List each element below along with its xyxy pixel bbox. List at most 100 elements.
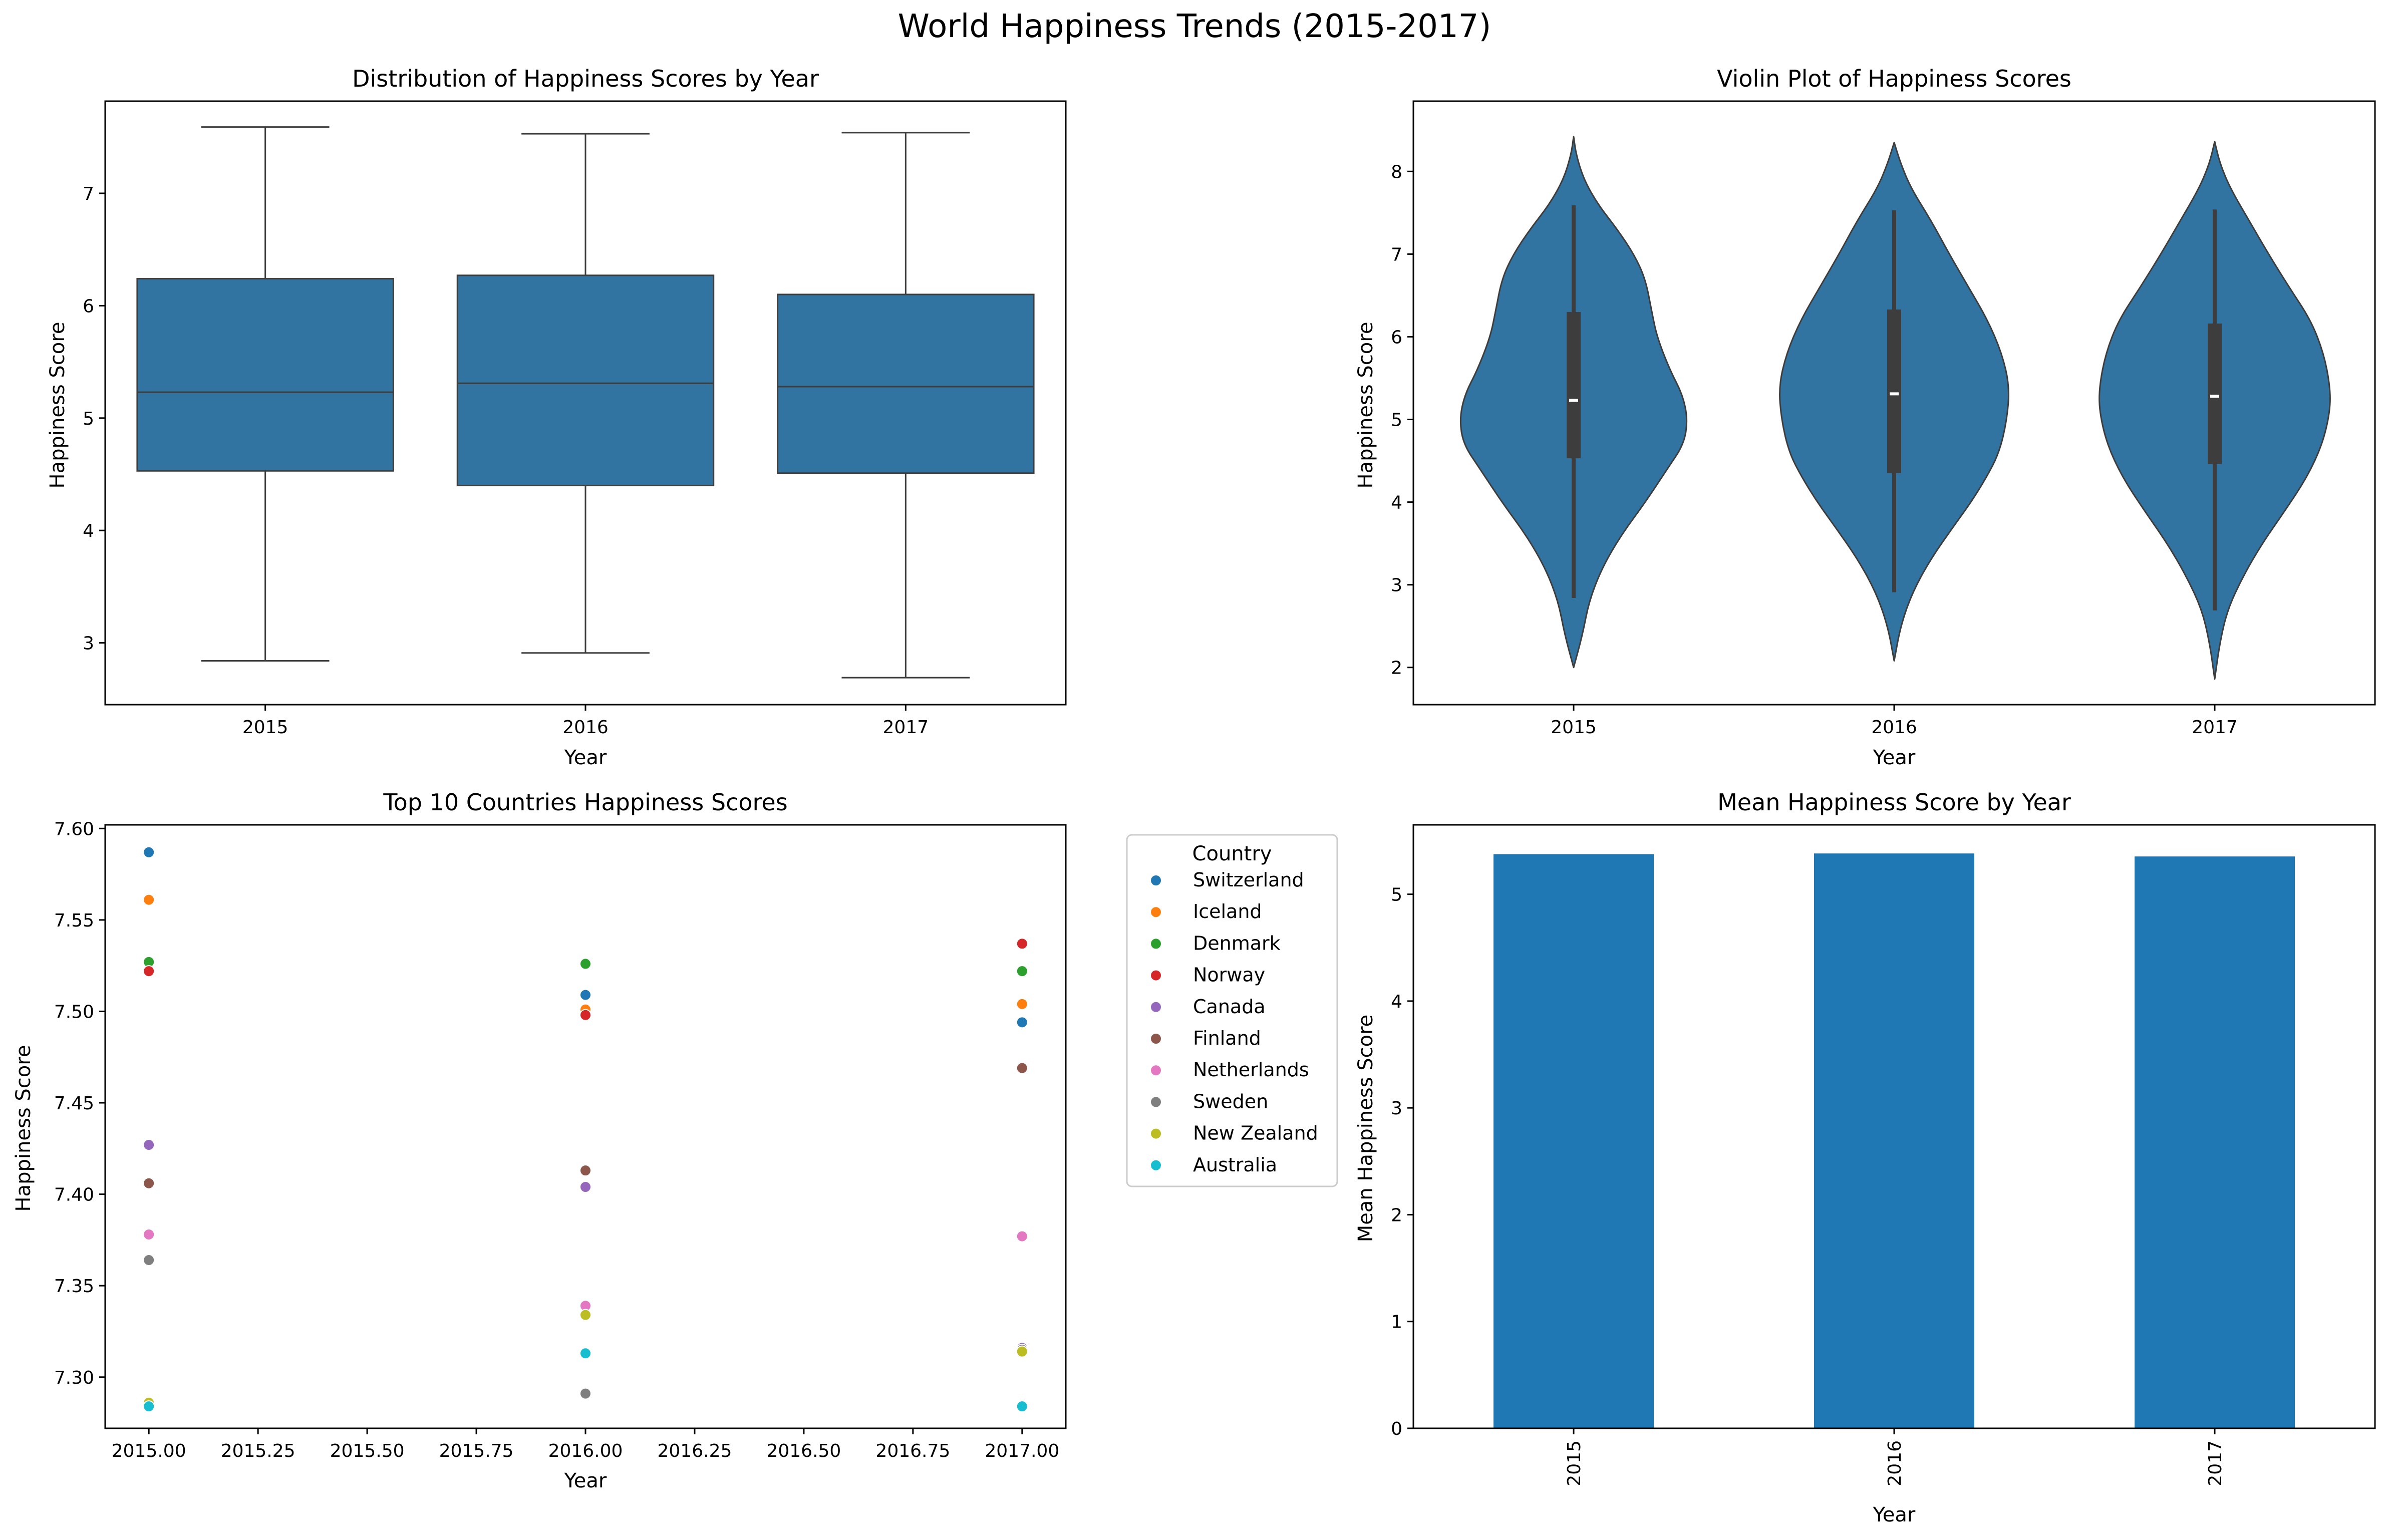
scatter-point — [579, 1347, 591, 1360]
y-tick-label: 3 — [1391, 575, 1402, 596]
y-tick-label: 8 — [1391, 162, 1402, 182]
x-tick-label: 2016 — [1871, 717, 1917, 738]
y-tick-label: 7.60 — [54, 819, 94, 839]
legend-box — [1126, 834, 1338, 1187]
scatter-point — [579, 1181, 591, 1193]
x-tick-label: 2016 — [1885, 1440, 1905, 1486]
legend-label: Netherlands — [1193, 1059, 1309, 1081]
y-tick-label: 5 — [1391, 885, 1402, 905]
legend-title: Country — [1192, 842, 1272, 865]
x-tick-label: 2017.00 — [985, 1441, 1059, 1461]
legend-label: Denmark — [1193, 932, 1281, 954]
y-tick-label: 7.55 — [54, 910, 94, 931]
y-tick-label: 1 — [1391, 1312, 1402, 1333]
legend-marker — [1150, 874, 1162, 886]
boxplot-marks: 3 4 5 6 7 2015 2016 2017 — [83, 126, 1035, 738]
scatter-xlabel: Year — [564, 1469, 607, 1492]
violin-title: Violin Plot of Happiness Scores — [1717, 65, 2071, 92]
scatter-point — [143, 1228, 155, 1241]
scatter-point — [1016, 1062, 1028, 1074]
bar — [1814, 853, 1974, 1428]
scatter-point — [579, 1164, 591, 1177]
scatter-point — [579, 989, 591, 1001]
bar-title: Mean Happiness Score by Year — [1717, 789, 2071, 816]
legend-marker — [1150, 1127, 1162, 1140]
boxplot-frame — [104, 100, 1067, 706]
x-tick-label: 2016.00 — [548, 1441, 623, 1461]
scatter-point — [143, 893, 155, 906]
x-tick-label: 2016.50 — [766, 1441, 841, 1461]
y-tick-label: 4 — [83, 521, 94, 541]
x-tick-label: 2015.75 — [439, 1441, 514, 1461]
legend-label: Australia — [1193, 1154, 1277, 1176]
box-iqr — [136, 278, 394, 472]
legend-marker — [1150, 1033, 1162, 1045]
x-tick-label: 2015 — [1551, 717, 1597, 738]
y-tick-label: 5 — [1391, 410, 1402, 431]
bar — [1494, 854, 1654, 1428]
scatter-point — [579, 1387, 591, 1400]
legend-label: Iceland — [1193, 900, 1262, 922]
box-iqr — [777, 293, 1035, 474]
violin-ylabel: Happiness Score — [1354, 322, 1377, 489]
scatter-point — [143, 965, 155, 978]
scatter-point — [579, 958, 591, 970]
y-tick-label: 4 — [1391, 493, 1402, 513]
box-iqr — [456, 274, 715, 486]
scatter-point — [1016, 938, 1028, 950]
y-tick-label: 3 — [1391, 1098, 1402, 1119]
legend-marker — [1150, 938, 1162, 950]
legend-items: Switzerland Iceland Denmark Norway Canada Fin… — [1150, 869, 1318, 1176]
x-tick-label: 2016 — [562, 717, 609, 738]
bar-ylabel: Mean Happiness Score — [1354, 1015, 1377, 1243]
legend-label: Switzerland — [1193, 869, 1304, 891]
x-tick-label: 2015.25 — [221, 1441, 295, 1461]
x-tick-label: 2017 — [2192, 717, 2238, 738]
legend-marker — [1150, 969, 1162, 982]
bar-xlabel: Year — [1873, 1503, 1916, 1526]
y-tick-label: 6 — [83, 296, 94, 317]
scatter-point — [1016, 1016, 1028, 1029]
scatter-panel: Top 10 Countries Happiness Scores Year H… — [12, 789, 1338, 1492]
y-tick-label: 7.40 — [54, 1185, 94, 1205]
scatter-point — [1016, 1345, 1028, 1358]
x-tick-label: 2017 — [883, 717, 929, 738]
x-tick-label: 2015.00 — [112, 1441, 186, 1461]
violin-panel: Violin Plot of Happiness Scores Year Hap… — [1354, 65, 2376, 769]
violin-marks: 2 3 4 5 6 7 8 2015 2016 2017 — [1391, 136, 2331, 738]
legend-label: New Zealand — [1193, 1122, 1318, 1144]
x-tick-label: 2015 — [1564, 1440, 1585, 1486]
x-tick-label: 2015.50 — [330, 1441, 405, 1461]
bar-marks: 0 1 2 3 4 5 2015 2016 2017 — [1391, 853, 2295, 1486]
boxplot-xlabel: Year — [564, 746, 607, 769]
bar-panel: Mean Happiness Score by Year Year Mean H… — [1354, 789, 2376, 1526]
y-tick-label: 3 — [83, 634, 94, 654]
scatter-point — [143, 1139, 155, 1151]
y-tick-label: 7 — [1391, 244, 1402, 265]
y-tick-label: 7.35 — [54, 1276, 94, 1297]
violin-iqr — [1887, 309, 1901, 473]
scatter-legend: Country Switzerland Iceland Denmark Norway C… — [1126, 834, 1338, 1187]
scatter-title: Top 10 Countries Happiness Scores — [383, 789, 787, 816]
scatter-point — [1016, 998, 1028, 1010]
y-tick-label: 2 — [1391, 658, 1402, 679]
y-tick-label: 7.50 — [54, 1002, 94, 1022]
y-tick-label: 7.45 — [54, 1093, 94, 1114]
scatter-point — [1016, 1230, 1028, 1243]
x-tick-label: 2015 — [242, 717, 288, 738]
violin-iqr — [2208, 324, 2222, 464]
y-tick-label: 0 — [1391, 1419, 1402, 1439]
violin-xlabel: Year — [1873, 746, 1916, 769]
legend-marker — [1150, 1064, 1162, 1077]
scatter-point — [143, 846, 155, 858]
x-tick-label: 2016.75 — [875, 1441, 950, 1461]
scatter-point — [143, 1254, 155, 1267]
scatter-marks: 2015.00 2015.25 2015.50 2015.75 2016.00 2016.… — [54, 819, 1059, 1461]
boxplot-panel: Distribution of Happiness Scores by Year… — [46, 65, 1067, 769]
boxplot-ylabel: Happiness Score — [46, 322, 69, 489]
bar — [2135, 856, 2295, 1428]
x-tick-label: 2016.25 — [658, 1441, 732, 1461]
legend-marker — [1150, 906, 1162, 918]
legend-label: Norway — [1193, 964, 1265, 986]
